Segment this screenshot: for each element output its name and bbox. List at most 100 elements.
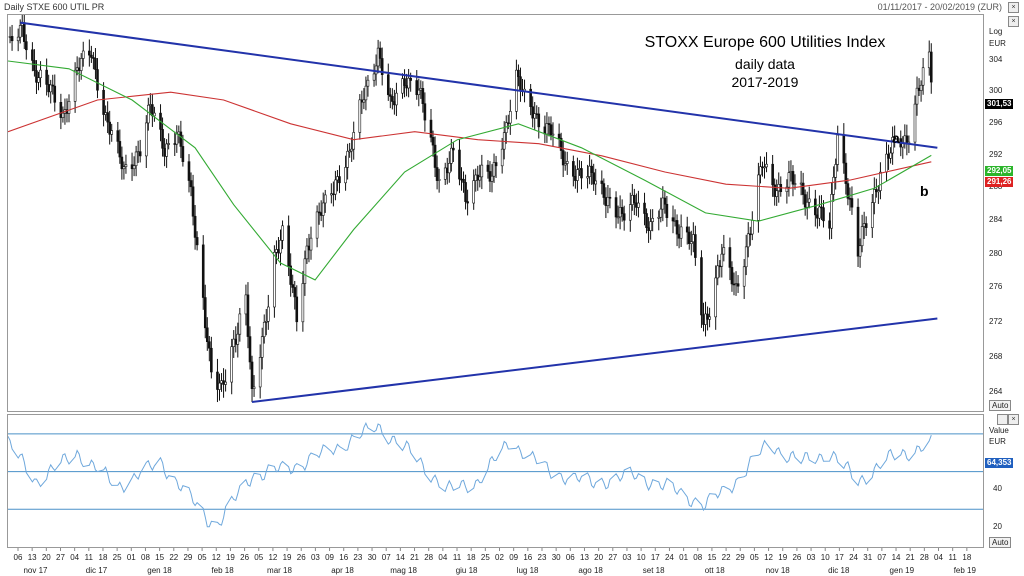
x-day-label: 16 <box>339 553 348 562</box>
candle-body <box>108 121 111 135</box>
candle-body <box>210 347 213 373</box>
candle-body <box>673 220 677 222</box>
candle-body <box>757 174 760 221</box>
candle-body <box>267 306 270 322</box>
candle-body <box>714 277 717 318</box>
candle-body <box>315 211 319 239</box>
candle-body <box>90 54 93 58</box>
candle-body <box>179 131 183 147</box>
candle-body <box>216 371 219 390</box>
x-day-label: 25 <box>113 553 122 562</box>
x-day-label: 18 <box>962 553 971 562</box>
x-day-label: 26 <box>792 553 801 562</box>
candle-body <box>319 212 323 216</box>
indicator-unit-value: Value <box>989 426 1009 435</box>
x-day-label: 20 <box>594 553 603 562</box>
candle-body <box>77 67 81 71</box>
candle-body <box>789 171 793 173</box>
candle-body <box>702 314 705 325</box>
candle-body <box>104 112 107 115</box>
x-day-label: 17 <box>651 553 660 562</box>
candle-body <box>744 246 748 268</box>
candle-body <box>675 220 679 235</box>
x-day-label: 29 <box>736 553 745 562</box>
date-range: 01/11/2017 - 20/02/2019 (ZUR) <box>877 2 1002 12</box>
panel-close-icon[interactable]: × <box>1008 414 1019 425</box>
candle-body <box>163 147 166 157</box>
x-day-label: 05 <box>750 553 759 562</box>
candle-body <box>576 169 579 181</box>
x-day-label: 31 <box>863 553 872 562</box>
annotation-subtitle: daily data <box>735 56 795 72</box>
candle-body <box>830 194 833 229</box>
candle-body <box>374 65 378 75</box>
candle-body <box>891 136 894 154</box>
candle-body <box>875 189 878 193</box>
candle-body <box>677 233 681 239</box>
candle-body <box>889 152 892 159</box>
x-month-label: apr 18 <box>331 566 354 575</box>
indicator-panel <box>7 414 984 548</box>
candle-body <box>289 265 292 285</box>
x-month-label: set 18 <box>643 566 665 575</box>
x-month-label: lug 18 <box>517 566 539 575</box>
x-day-label: 21 <box>906 553 915 562</box>
candle-body <box>606 196 610 206</box>
candle-body <box>336 176 339 181</box>
candle-body <box>887 153 890 159</box>
candle-body <box>360 99 364 103</box>
candle-body <box>120 156 124 170</box>
candle-body <box>391 96 394 102</box>
panel-close-icon[interactable]: × <box>1008 16 1019 27</box>
candle-body <box>519 76 522 91</box>
candle-body <box>358 99 362 133</box>
candle-body <box>338 176 341 184</box>
candle-body <box>35 70 38 83</box>
last-price-badge: 301,53 <box>985 99 1014 109</box>
candle-body <box>862 223 866 227</box>
candle-body <box>850 198 854 208</box>
ma-slow-line <box>7 91 932 189</box>
candle-body <box>431 137 435 146</box>
candle-body <box>799 182 803 185</box>
candle-body <box>49 84 53 93</box>
candle-body <box>236 333 240 345</box>
x-day-label: 09 <box>509 553 518 562</box>
candle-body <box>366 79 370 87</box>
x-day-label: 23 <box>538 553 547 562</box>
candle-body <box>873 189 876 203</box>
candle-body <box>201 244 205 298</box>
candle-body <box>59 101 63 118</box>
candle-body <box>92 57 95 59</box>
x-day-label: 14 <box>892 553 901 562</box>
indicator-tick-label: 20 <box>993 522 1002 532</box>
candle-body <box>531 106 534 119</box>
candle-body <box>476 174 480 181</box>
close-icon[interactable]: × <box>1008 2 1019 13</box>
candle-body <box>547 123 551 126</box>
x-day-label: 21 <box>410 553 419 562</box>
x-day-label: 06 <box>566 553 575 562</box>
candle-body <box>478 176 482 181</box>
auto-scale-button[interactable]: Auto <box>989 400 1012 411</box>
candle-body <box>191 186 195 217</box>
candle-body <box>118 141 122 158</box>
candle-body <box>305 245 309 260</box>
auto-scale-button-2[interactable]: Auto <box>989 537 1012 548</box>
candle-body <box>704 313 707 325</box>
x-month-label: ago 18 <box>578 566 603 575</box>
candle-body <box>450 147 453 164</box>
candle-body <box>500 148 504 167</box>
chart-header: Daily STXE 600 UTIL PR 01/11/2017 - 20/0… <box>0 0 1024 14</box>
panel-minimize-icon[interactable] <box>997 414 1008 425</box>
candle-body <box>234 338 238 345</box>
candle-body <box>801 182 805 195</box>
candle-body <box>75 67 79 71</box>
label-b: b <box>920 183 929 199</box>
candle-body <box>230 346 233 383</box>
candle-body <box>722 247 726 255</box>
candle-body <box>765 163 768 168</box>
x-day-label: 02 <box>495 553 504 562</box>
candle-body <box>348 150 351 153</box>
candle-body <box>10 36 14 42</box>
